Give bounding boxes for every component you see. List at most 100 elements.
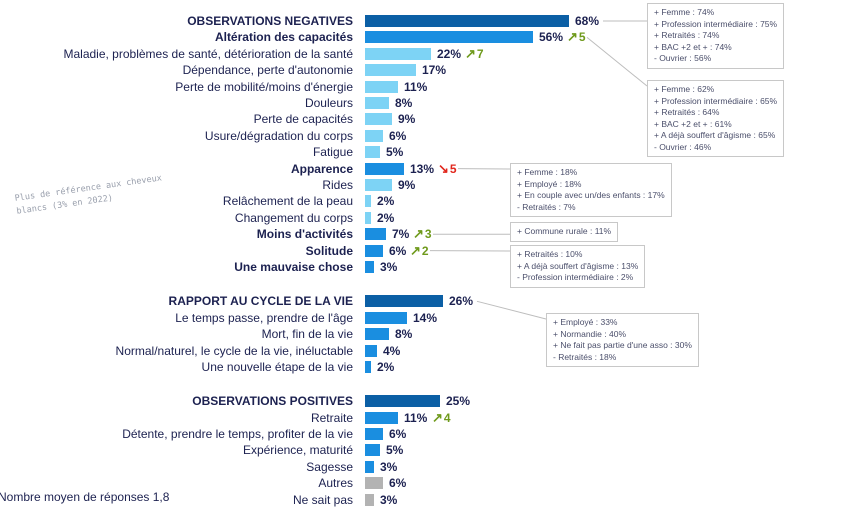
bar bbox=[365, 211, 371, 224]
bar bbox=[365, 477, 383, 490]
annotation-line: + Normandie : 40% bbox=[553, 328, 626, 339]
annotation-line: + BAC +2 et + : 74% bbox=[654, 41, 732, 52]
data-label: 68% bbox=[575, 14, 600, 28]
trend-up: ↗3 bbox=[413, 227, 432, 242]
bar bbox=[365, 129, 383, 142]
annotation-line: + A déjà souffert d'âgisme : 65% bbox=[654, 130, 776, 140]
bar-label: Perte de capacités bbox=[253, 112, 353, 127]
data-label: 8% bbox=[395, 327, 413, 342]
bar-label: Dépendance, perte d'autonomie bbox=[182, 63, 353, 78]
data-label: 6% bbox=[389, 128, 407, 143]
data-label: 3% bbox=[380, 492, 398, 507]
bar bbox=[365, 493, 374, 506]
data-label: 3% bbox=[380, 260, 398, 274]
annotation-line: + BAC +2 et + : 61% bbox=[654, 118, 732, 129]
bar bbox=[365, 179, 392, 191]
annotation-line: + Profession intermédiaire : 65% bbox=[654, 95, 778, 106]
annotation-line: - Profession intermédiaire : 2% bbox=[517, 272, 634, 282]
trend-up: ↗7 bbox=[465, 46, 484, 61]
bar bbox=[365, 162, 404, 175]
bar-label: Rides bbox=[322, 178, 353, 192]
annotation-line: + Retraités : 74% bbox=[654, 30, 720, 40]
bar bbox=[365, 295, 443, 308]
annotation-line: + Ne fait pas partie d'une asso : 30% bbox=[553, 340, 692, 350]
annotation-box: + Retraités : 10% + A déjà souffert d'âgi… bbox=[510, 245, 646, 288]
bar-label: Apparence bbox=[290, 161, 353, 176]
annotation-line: + Employé : 33% bbox=[553, 317, 618, 327]
trend-delta: 3 bbox=[424, 227, 432, 242]
data-label: 2% bbox=[377, 194, 395, 209]
bar-label: Maladie, problèmes de santé, détériorati… bbox=[63, 46, 353, 61]
annotation-line: + A déjà souffert d'âgisme : 13% bbox=[517, 260, 639, 271]
annotation-box: + Femme : 18% + Employé : 18% + En couple … bbox=[510, 163, 672, 217]
bar bbox=[365, 31, 533, 44]
bar-label: Usure/dégradation du corps bbox=[204, 128, 353, 143]
data-label: 4% bbox=[383, 343, 401, 358]
annotation-line: + Retraités : 10% bbox=[517, 249, 583, 259]
bar bbox=[365, 228, 386, 241]
bar bbox=[365, 15, 569, 27]
annotation-line: + Femme : 62% bbox=[654, 84, 715, 94]
bar bbox=[365, 428, 383, 440]
bar-label: Expérience, maturité bbox=[242, 443, 353, 458]
bar-label: Mort, fin de la vie bbox=[261, 327, 353, 342]
data-label: 9% bbox=[398, 178, 416, 192]
bar bbox=[365, 97, 389, 109]
arrow-up-right-icon: ↗ bbox=[567, 29, 578, 45]
bar-label: Normal/naturel, le cycle de la vie, inél… bbox=[115, 343, 353, 358]
data-label: 6% bbox=[389, 243, 407, 258]
data-label: 7% bbox=[392, 227, 410, 242]
bar-label: RAPPORT AU CYCLE DE LA VIE bbox=[168, 294, 353, 309]
trend-down: ↘5 bbox=[438, 160, 457, 176]
data-label: 17% bbox=[422, 63, 447, 78]
bar-label: Douleurs bbox=[304, 96, 353, 110]
bar-label: Sagesse bbox=[306, 459, 353, 474]
bar bbox=[365, 113, 392, 126]
arrow-up-right-icon: ↗ bbox=[432, 409, 443, 425]
bar-label: Changement du corps bbox=[234, 210, 353, 225]
bar-label: Retraite bbox=[310, 410, 353, 425]
data-label: 2% bbox=[377, 359, 395, 374]
data-label: 6% bbox=[389, 427, 407, 441]
data-label: 26% bbox=[449, 294, 474, 309]
trend-up: ↗4 bbox=[432, 409, 451, 425]
data-label: 5% bbox=[386, 443, 404, 458]
bar bbox=[365, 344, 377, 357]
bar bbox=[365, 80, 398, 93]
annotation-line: + Femme : 74% bbox=[654, 7, 715, 17]
trend-up: ↗5 bbox=[567, 29, 586, 45]
bar-label: Une mauvaise chose bbox=[234, 260, 353, 274]
arrow-down-right-icon: ↘ bbox=[438, 160, 449, 176]
annotation-line: + Retraités : 64% bbox=[654, 107, 720, 117]
arrow-up-right-icon: ↗ bbox=[410, 242, 421, 258]
trend-delta: 4 bbox=[443, 410, 451, 425]
data-label: 9% bbox=[398, 112, 416, 127]
bar-label: Autres bbox=[318, 476, 353, 491]
data-label: 25% bbox=[446, 394, 471, 409]
trend-delta: 5 bbox=[449, 161, 457, 176]
bar-label: Ne sait pas bbox=[292, 492, 353, 507]
data-label: 11% bbox=[404, 79, 428, 94]
bar bbox=[365, 411, 398, 424]
annotation-box: + Commune rurale : 11% bbox=[510, 222, 619, 242]
annotation-line: - Ouvrier : 46% bbox=[654, 141, 712, 152]
bar-label: Détente, prendre le temps, profiter de l… bbox=[122, 427, 353, 441]
annotation-line: + Commune rurale : 11% bbox=[517, 226, 612, 236]
annotation-box: + Femme : 62% + Profession intermédiaire … bbox=[647, 80, 785, 157]
bar-label: Fatigue bbox=[312, 145, 353, 160]
data-label: 5% bbox=[386, 145, 404, 160]
bar-label: Une nouvelle étape de la vie bbox=[201, 359, 353, 374]
data-label: 11% bbox=[404, 410, 428, 425]
bar-label: Relâchement de la peau bbox=[222, 194, 353, 209]
annotation-box: + Femme : 74% + Profession intermédiaire … bbox=[647, 3, 785, 69]
annotation-line: - Ouvrier : 56% bbox=[654, 53, 712, 63]
data-label: 56% bbox=[539, 30, 564, 45]
annotation-connector bbox=[476, 300, 547, 320]
annotation-box: + Employé : 33% + Normandie : 40% + Ne fai… bbox=[546, 313, 699, 367]
annotation-line: - Retraités : 7% bbox=[517, 201, 576, 212]
data-label: 14% bbox=[413, 310, 438, 325]
bar-label: Moins d'activités bbox=[256, 227, 353, 242]
bar bbox=[365, 261, 374, 273]
bar bbox=[365, 244, 383, 257]
